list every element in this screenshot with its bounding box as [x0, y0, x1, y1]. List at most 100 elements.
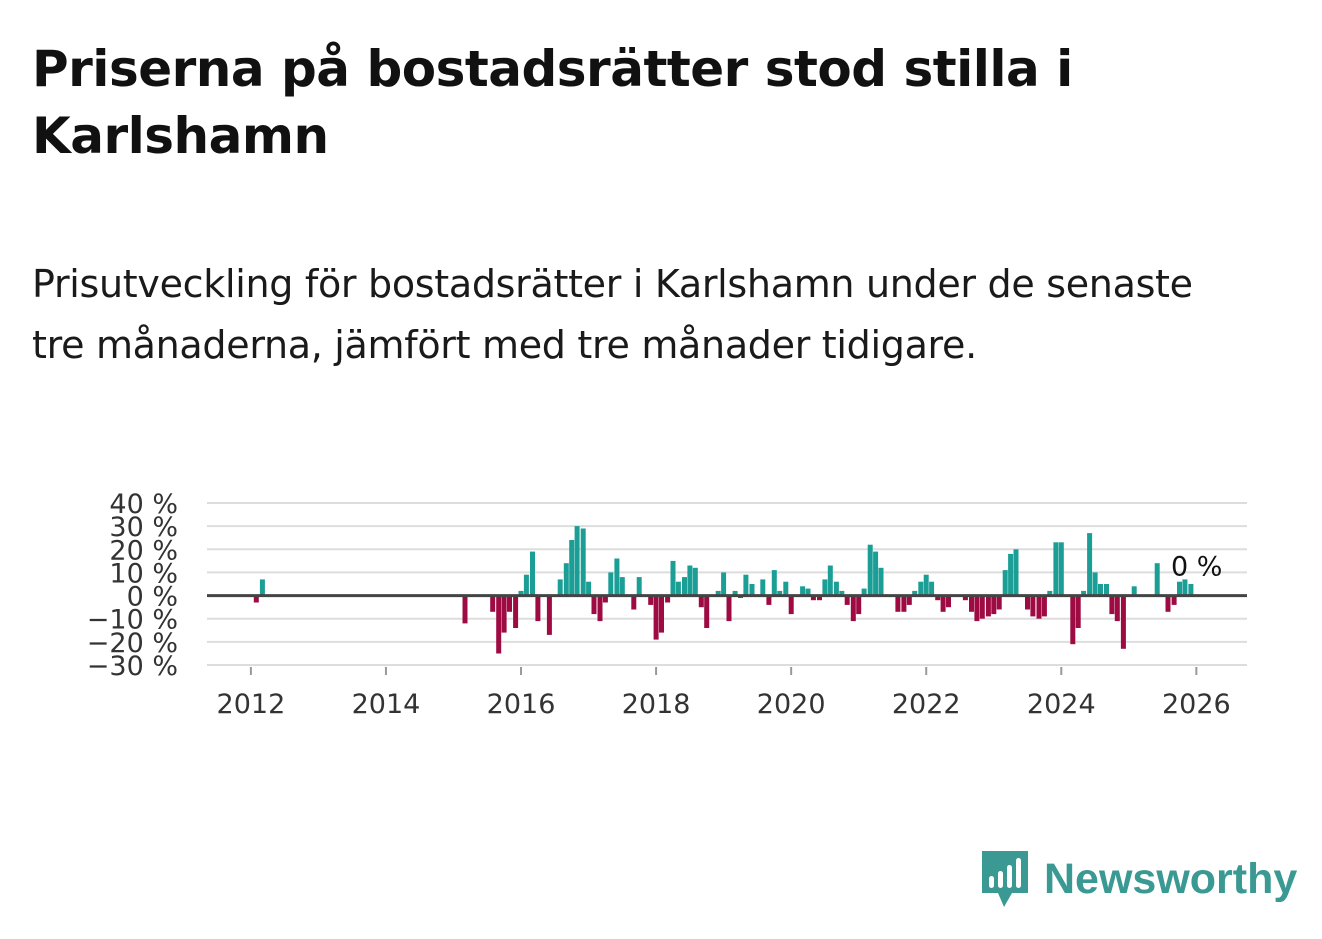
bar: [810, 595, 816, 601]
bar: [687, 565, 693, 596]
bar: [523, 574, 529, 596]
bar: [619, 577, 625, 596]
bar: [704, 595, 710, 628]
bar: [996, 595, 1002, 610]
bar: [929, 581, 935, 596]
bar: [614, 558, 620, 596]
bar: [659, 595, 664, 633]
bar: [462, 595, 468, 624]
bar: [788, 595, 794, 615]
y-tick-label: 10 %: [109, 558, 178, 589]
bar: [969, 595, 974, 612]
bar: [692, 567, 698, 596]
bar: [873, 551, 879, 596]
bar: [766, 595, 772, 605]
bar: [259, 579, 265, 596]
bar: [940, 595, 946, 612]
annotations: 0 %: [1171, 552, 1222, 583]
bar: [1002, 570, 1008, 596]
bar: [253, 595, 259, 603]
bar: [670, 560, 676, 596]
bar: [1041, 595, 1047, 617]
bar: [1075, 595, 1081, 628]
bar: [608, 572, 614, 596]
bar: [783, 581, 789, 596]
bar: [1171, 595, 1177, 605]
page-title: Priserna på bostadsrätter stod stilla i …: [32, 40, 1073, 165]
bar: [1036, 595, 1042, 619]
bar: [979, 595, 985, 619]
y-axis-ticks: −30 %−20 %−10 %0 %10 %20 %30 %40 %: [87, 489, 178, 682]
bar: [726, 595, 732, 622]
bar: [771, 570, 777, 596]
bar: [530, 551, 535, 596]
y-tick-label: 0 %: [127, 582, 178, 613]
x-tick-label: 2014: [352, 689, 421, 720]
bar: [586, 581, 592, 596]
bar: [844, 595, 850, 605]
bar: [1008, 553, 1014, 596]
bar: [665, 595, 671, 603]
chart-subtitle: Prisutveckling för bostadsrätter i Karls…: [32, 262, 1193, 367]
y-tick-label: −20 %: [87, 628, 178, 659]
bar: [557, 579, 563, 596]
bar: [1165, 595, 1171, 612]
bar: [507, 595, 512, 612]
bar: [732, 590, 738, 596]
bar: [636, 577, 642, 596]
bar: [749, 584, 755, 596]
x-tick-label: 2022: [892, 689, 961, 720]
bar: [1047, 590, 1053, 596]
newsworthy-logo-icon: [982, 851, 1028, 907]
bar: [648, 595, 654, 605]
bar: [822, 579, 828, 596]
x-tick-label: 2016: [487, 689, 556, 720]
bar: [1025, 595, 1030, 610]
bar: [918, 581, 924, 596]
bar: [597, 595, 603, 622]
y-tick-label: −10 %: [87, 605, 178, 636]
bar: [569, 540, 575, 596]
x-tick-label: 2018: [622, 689, 691, 720]
bar: [743, 574, 749, 596]
bar: [1030, 595, 1036, 617]
bar: [1114, 595, 1120, 622]
bar: [535, 595, 541, 622]
bar: [805, 588, 811, 596]
bar: [698, 595, 704, 608]
bar: [895, 595, 901, 612]
bar: [591, 595, 597, 615]
bar: [800, 586, 806, 596]
bar: [777, 590, 783, 596]
y-tick-label: 40 %: [109, 489, 178, 520]
bar: [962, 595, 968, 601]
bar: [906, 595, 912, 605]
bar: [1154, 563, 1160, 596]
bar: [501, 595, 507, 633]
bar: [901, 595, 907, 612]
bar: [833, 581, 839, 596]
bar: [602, 595, 608, 603]
bar: [1104, 584, 1109, 596]
y-tick-label: 30 %: [109, 512, 178, 543]
bar-series: [207, 526, 1247, 654]
bar: [861, 588, 867, 596]
bar: [974, 595, 980, 622]
bar: [490, 595, 496, 612]
bar: [912, 590, 918, 596]
newsworthy-brand: Newsworthy: [980, 848, 1297, 910]
bar: [991, 595, 997, 615]
bar: [760, 579, 766, 596]
x-tick-label: 2020: [757, 689, 826, 720]
bar: [1058, 542, 1064, 596]
y-tick-label: −30 %: [87, 651, 178, 682]
bar: [631, 595, 637, 610]
bar: [1070, 595, 1076, 645]
bar: [715, 590, 721, 596]
bar: [546, 595, 552, 635]
bar: [1177, 581, 1182, 596]
bar: [839, 590, 845, 596]
latest-value-label: 0 %: [1171, 552, 1222, 583]
bar: [563, 563, 569, 596]
bar: [878, 567, 884, 596]
